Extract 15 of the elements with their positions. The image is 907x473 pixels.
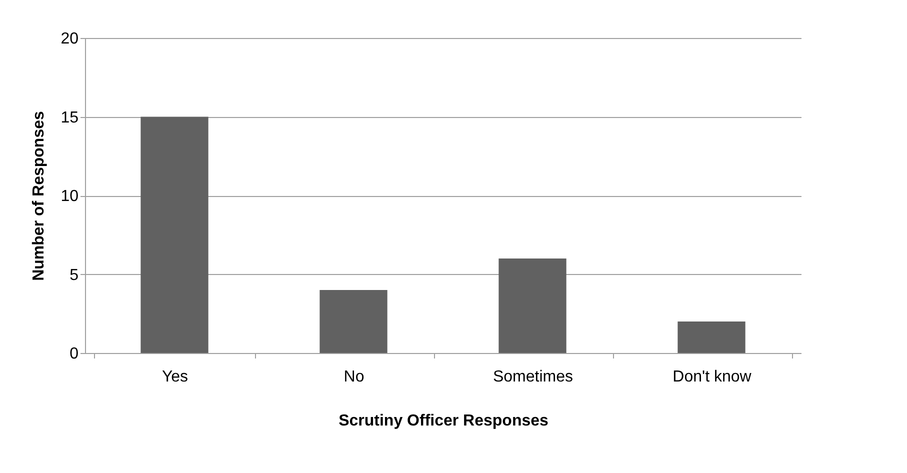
x-tick-label: Don't know: [672, 368, 752, 386]
y-axis-title: Number of Responses: [30, 110, 48, 281]
y-tick-label: 5: [70, 266, 79, 284]
x-axis-title: Scrutiny Officer Responses: [338, 412, 549, 430]
bar: [140, 116, 208, 353]
y-tick-label: 15: [60, 109, 79, 126]
x-tick-label: Sometimes: [492, 368, 574, 386]
bar: [498, 258, 566, 353]
y-tick-label: 10: [60, 188, 79, 205]
x-tick-label: Yes: [162, 368, 188, 386]
y-tick-label: 0: [70, 346, 79, 362]
bar: [320, 290, 388, 353]
bar: [678, 322, 746, 353]
x-tick-label: No: [344, 368, 364, 386]
y-tick-label: 20: [60, 30, 79, 48]
